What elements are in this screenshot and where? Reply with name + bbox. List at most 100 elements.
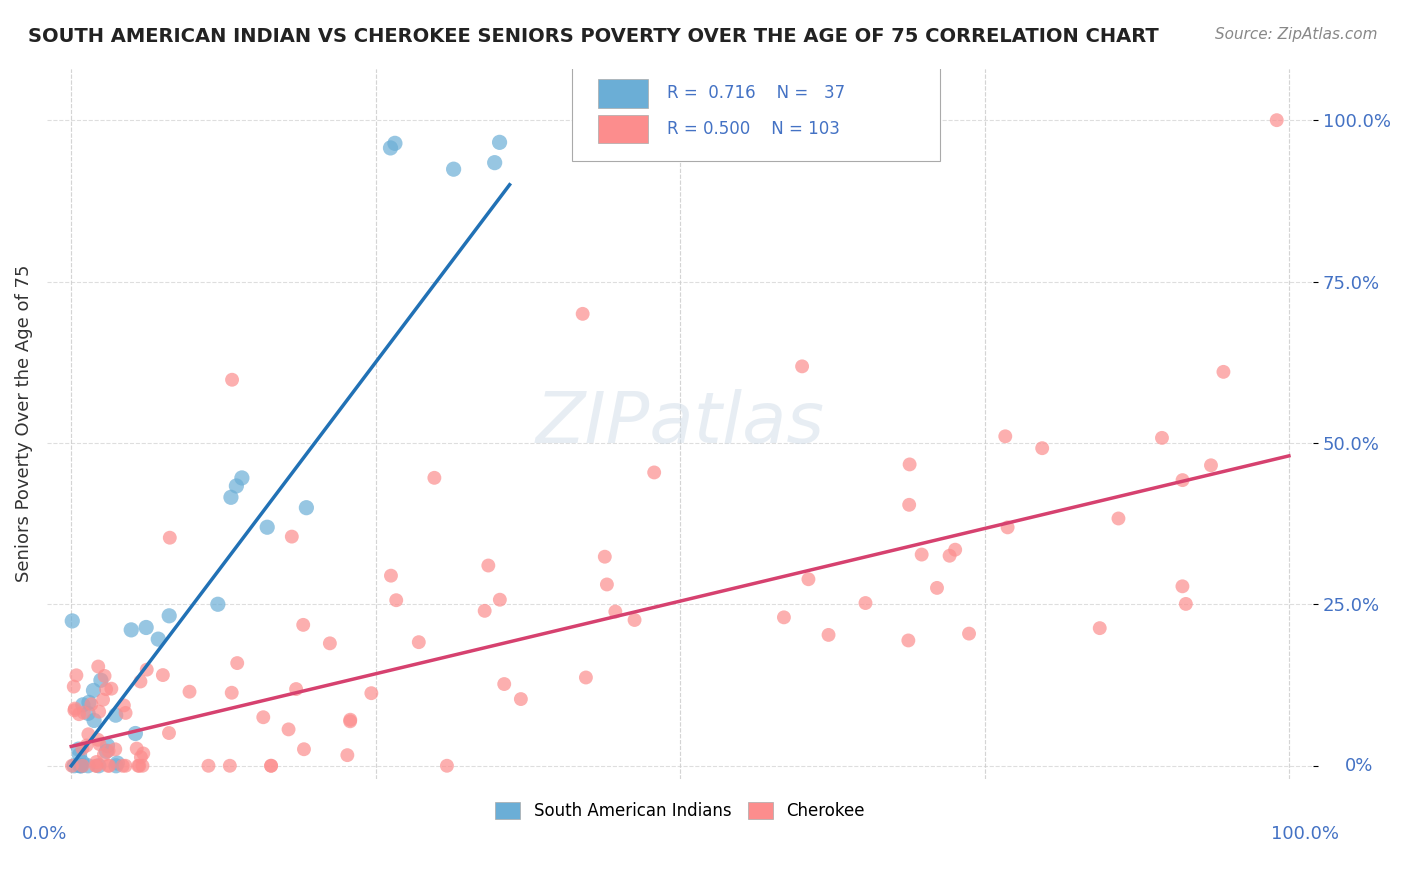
Point	[98, 758, 121, 772]
Text: SOUTH AMERICAN INDIAN VS CHEROKEE SENIORS POVERTY OVER THE AGE OF 75 CORRELATION: SOUTH AMERICAN INDIAN VS CHEROKEE SENIOR…	[28, 27, 1159, 45]
Text: 100.0%: 100.0%	[1271, 825, 1339, 843]
Point	[797, 572, 820, 586]
Point	[281, 530, 304, 544]
Point	[477, 558, 499, 573]
Point	[225, 479, 247, 493]
Point	[509, 692, 531, 706]
Text: R =  0.716    N =   37: R = 0.716 N = 37	[668, 85, 845, 103]
Point	[1171, 473, 1194, 487]
Point	[60, 758, 83, 772]
Point	[260, 758, 283, 772]
Point	[87, 732, 110, 747]
Point	[87, 758, 110, 772]
FancyBboxPatch shape	[598, 115, 648, 143]
Point	[60, 614, 83, 628]
Point	[77, 758, 100, 772]
Point	[114, 758, 136, 772]
Point	[292, 618, 315, 632]
Point	[129, 674, 152, 689]
Point	[285, 681, 308, 696]
Point	[132, 747, 155, 761]
Point	[86, 755, 108, 769]
Point	[65, 668, 87, 682]
Point	[256, 520, 278, 534]
Point	[96, 739, 118, 753]
Point	[89, 705, 111, 719]
Point	[380, 141, 402, 155]
Point	[938, 549, 960, 563]
Point	[339, 714, 361, 729]
Point	[104, 708, 127, 723]
Point	[72, 741, 94, 756]
Point	[226, 656, 249, 670]
Point	[385, 593, 408, 607]
Point	[89, 737, 111, 751]
Point	[127, 758, 149, 772]
Point	[339, 713, 361, 727]
Point	[623, 613, 645, 627]
Point	[105, 758, 128, 772]
Point	[114, 706, 136, 720]
Point	[436, 758, 458, 772]
Point	[336, 748, 359, 763]
Point	[76, 739, 98, 753]
Point	[93, 669, 115, 683]
Point	[596, 577, 619, 591]
Point	[157, 726, 180, 740]
Point	[86, 758, 108, 772]
Point	[855, 596, 877, 610]
Point	[67, 707, 90, 722]
Point	[221, 373, 243, 387]
Point	[643, 466, 665, 480]
Point	[152, 668, 174, 682]
Point	[489, 592, 512, 607]
Point	[790, 359, 813, 374]
Point	[148, 632, 170, 647]
Point	[423, 471, 446, 485]
Point	[120, 623, 142, 637]
Point	[104, 742, 127, 756]
Point	[593, 549, 616, 564]
Point	[898, 498, 921, 512]
Point	[135, 620, 157, 634]
Point	[70, 758, 93, 772]
Point	[408, 635, 430, 649]
Point	[63, 703, 86, 717]
Point	[1150, 431, 1173, 445]
Point	[135, 663, 157, 677]
Point	[260, 758, 283, 772]
Point	[1199, 458, 1222, 473]
Point	[817, 628, 839, 642]
FancyBboxPatch shape	[598, 79, 648, 108]
Point	[898, 458, 921, 472]
Point	[1171, 579, 1194, 593]
Text: ZIPatlas: ZIPatlas	[536, 389, 824, 458]
Point	[94, 682, 117, 697]
Point	[72, 698, 94, 712]
Point	[69, 758, 91, 772]
Point	[70, 755, 93, 769]
Point	[112, 698, 135, 713]
Point	[218, 758, 240, 772]
Point	[129, 750, 152, 764]
Point	[360, 686, 382, 700]
Point	[125, 741, 148, 756]
Point	[380, 568, 402, 582]
Point	[1088, 621, 1111, 635]
Legend: South American Indians, Cherokee: South American Indians, Cherokee	[489, 796, 872, 827]
Point	[72, 758, 94, 772]
Point	[1212, 365, 1234, 379]
Text: Source: ZipAtlas.com: Source: ZipAtlas.com	[1215, 27, 1378, 42]
Point	[82, 683, 104, 698]
Point	[773, 610, 796, 624]
Point	[105, 756, 128, 770]
Point	[897, 633, 920, 648]
Y-axis label: Seniors Poverty Over the Age of 75: Seniors Poverty Over the Age of 75	[15, 265, 32, 582]
Point	[292, 742, 315, 756]
Point	[494, 677, 516, 691]
Point	[1174, 597, 1197, 611]
Text: R = 0.500    N = 103: R = 0.500 N = 103	[668, 120, 841, 138]
Point	[252, 710, 274, 724]
Point	[605, 605, 627, 619]
Point	[179, 684, 201, 698]
